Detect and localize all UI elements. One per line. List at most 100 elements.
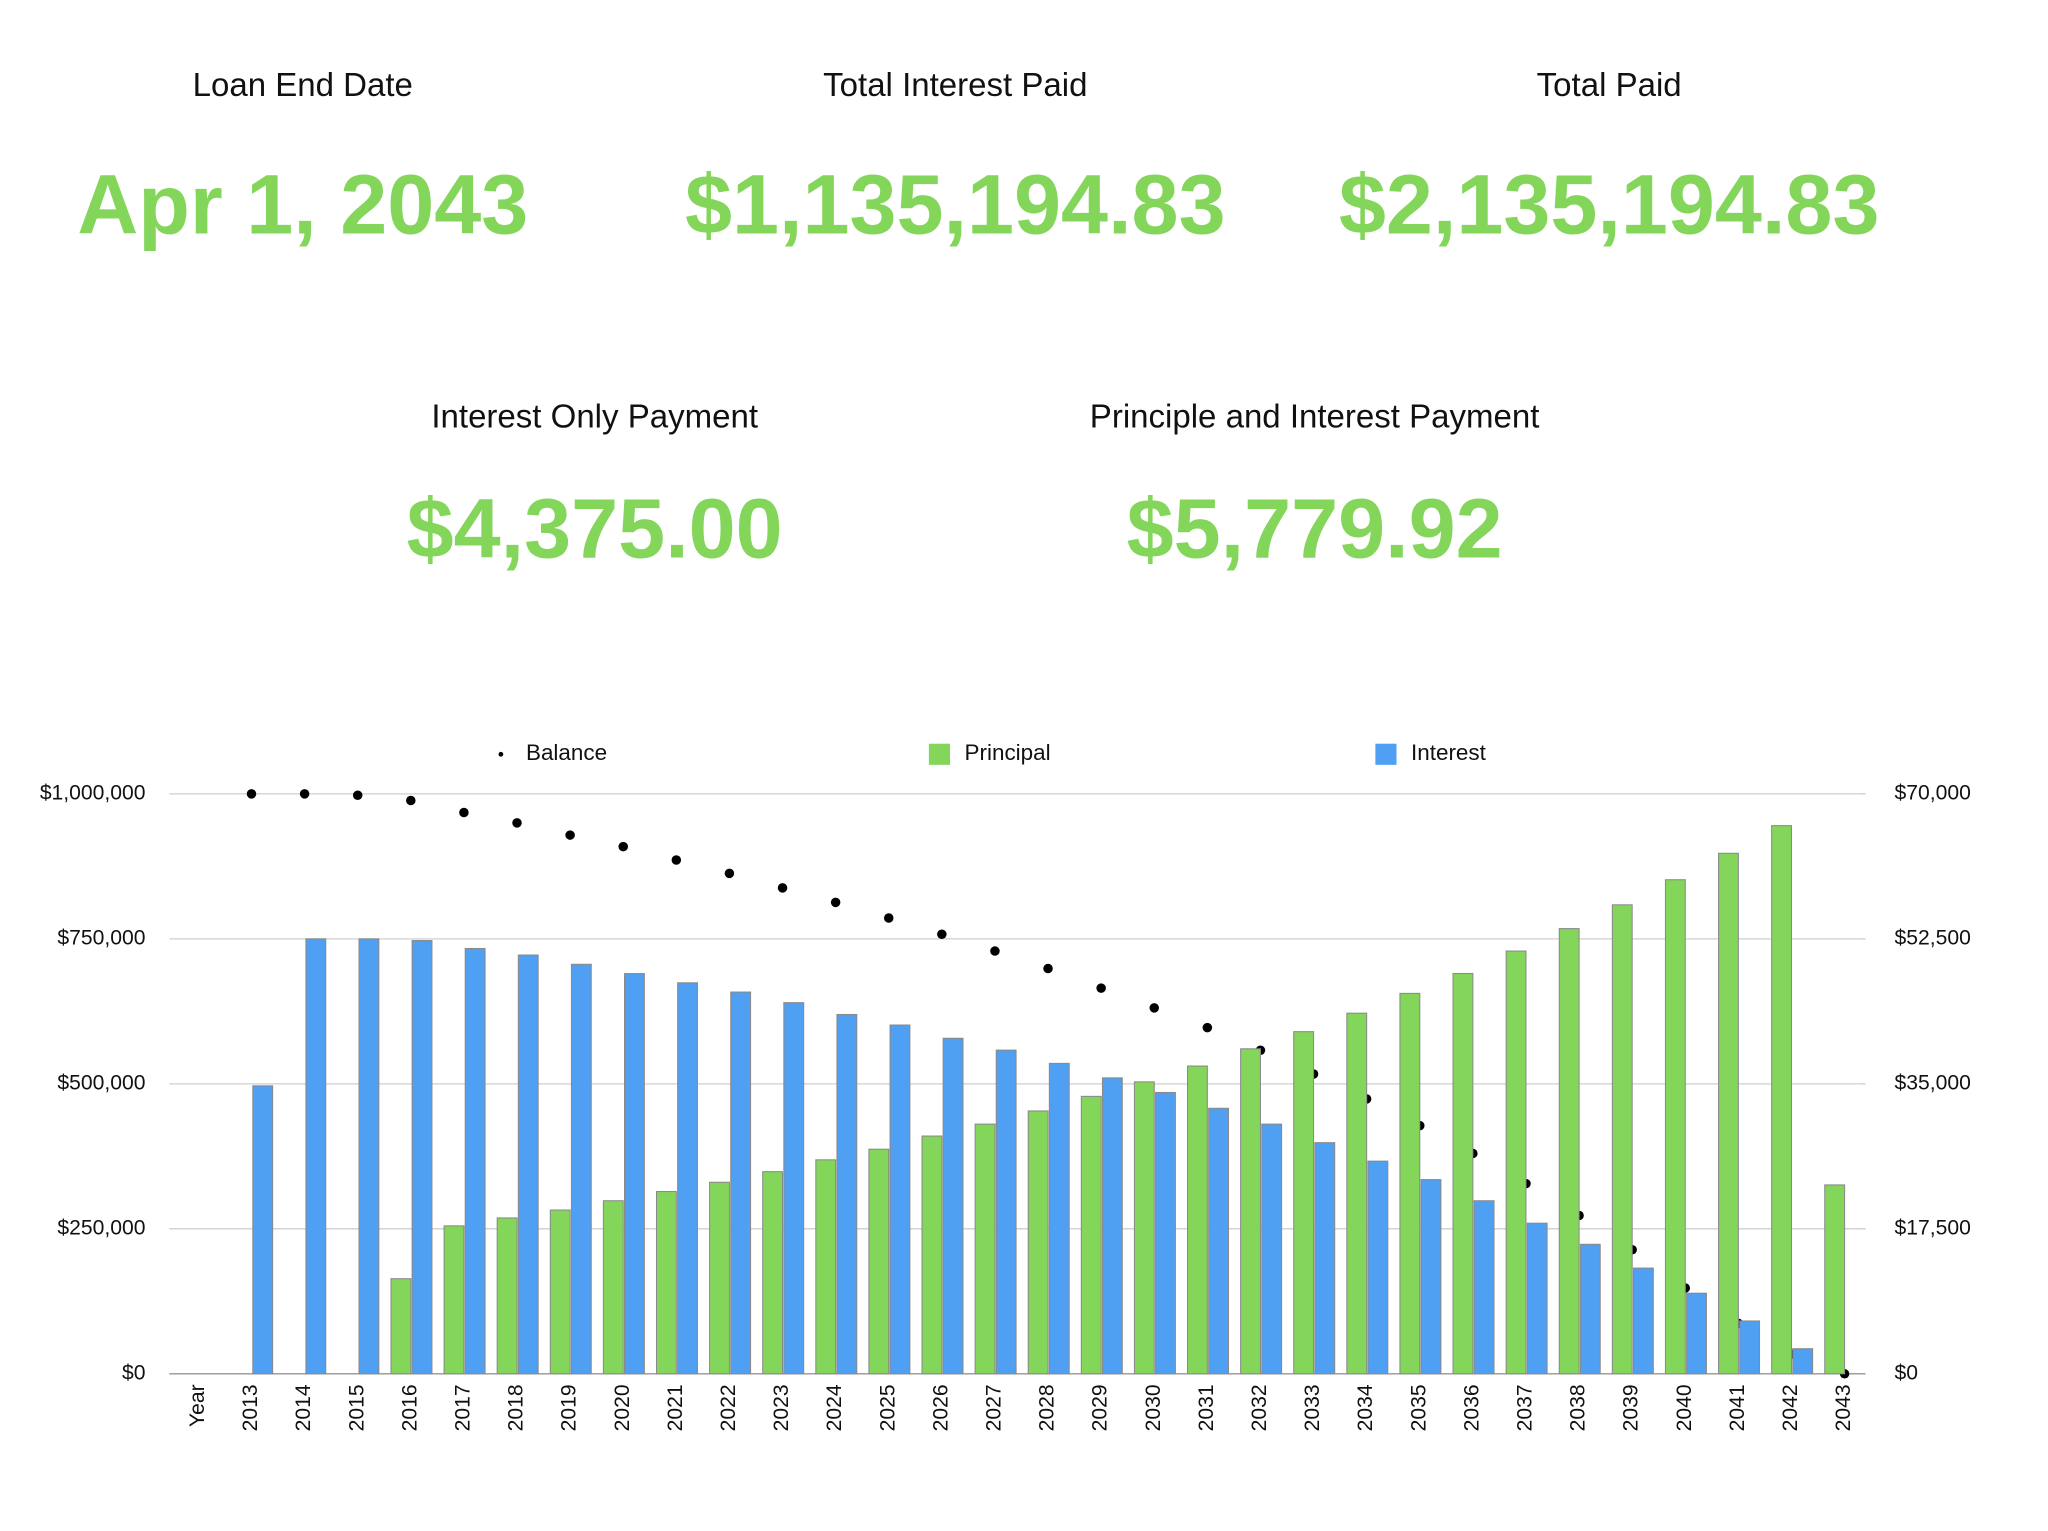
x-tick-label: 2039 — [1620, 1384, 1643, 1431]
balance-dot — [246, 789, 257, 799]
legend-label: Interest — [1411, 740, 1487, 765]
balance-dot — [352, 790, 363, 800]
bar — [1579, 1243, 1601, 1375]
bar — [411, 940, 433, 1375]
x-tick-label: 2028 — [1036, 1384, 1059, 1431]
x-tick-label: 2023 — [770, 1384, 793, 1431]
bar — [677, 982, 698, 1375]
bar — [1452, 972, 1474, 1375]
bar — [1611, 904, 1633, 1375]
legend-label: Balance — [526, 740, 607, 765]
bar — [496, 1217, 518, 1375]
stat-label: Loan End Date — [193, 66, 413, 103]
bar — [1346, 1012, 1368, 1375]
bar — [889, 1024, 911, 1375]
y-tick-label: $250,000 — [57, 1216, 145, 1239]
bar — [1505, 950, 1527, 1375]
stat-value: $5,779.92 — [1127, 480, 1503, 575]
y2-tick-label: $52,500 — [1895, 926, 1971, 949]
bar — [1664, 879, 1686, 1375]
bar — [1048, 1062, 1070, 1375]
bar — [1792, 1348, 1814, 1375]
bar — [1399, 992, 1421, 1375]
legend-swatch — [928, 743, 951, 765]
bar — [1632, 1267, 1654, 1375]
bar — [921, 1135, 943, 1375]
bar — [730, 991, 752, 1375]
bar — [1155, 1091, 1176, 1375]
y-tick-label: $750,000 — [57, 926, 145, 949]
bar — [1208, 1107, 1230, 1375]
bar — [1771, 825, 1793, 1375]
legend-label: Principal — [965, 740, 1051, 765]
balance-dot — [565, 830, 575, 840]
bar — [1314, 1142, 1336, 1375]
bar — [1133, 1081, 1155, 1375]
balance-dot — [671, 855, 682, 865]
balance-dot — [830, 897, 841, 908]
bar — [655, 1191, 677, 1375]
bar — [1293, 1031, 1315, 1375]
stat-value: Apr 1, 2043 — [77, 157, 528, 252]
stat-value: $4,375.00 — [407, 480, 783, 575]
bar — [1027, 1110, 1049, 1375]
balance-dot — [937, 929, 947, 939]
x-tick-label: 2019 — [558, 1384, 581, 1431]
stat-label: Principle and Interest Payment — [1090, 397, 1540, 434]
bar — [1261, 1123, 1283, 1375]
x-tick-label: 2018 — [505, 1384, 528, 1431]
x-tick-label: 2036 — [1460, 1384, 1483, 1431]
bar — [358, 938, 380, 1375]
bar — [464, 947, 486, 1375]
x-tick-label: 2025 — [876, 1384, 899, 1431]
x-tick-label: 2020 — [611, 1384, 634, 1431]
bar — [252, 1085, 274, 1375]
balance-dot — [883, 913, 894, 923]
bar — [1101, 1077, 1123, 1375]
stat-label: Total Interest Paid — [823, 66, 1087, 103]
balance-dot — [1202, 1022, 1213, 1033]
x-tick-label: 2014 — [292, 1384, 315, 1431]
x-tick-label: 2030 — [1142, 1384, 1165, 1431]
balance-dot — [1043, 963, 1053, 974]
bar — [1558, 928, 1580, 1375]
x-tick-label: 2037 — [1514, 1384, 1537, 1431]
y2-tick-label: $35,000 — [1895, 1071, 1971, 1094]
stat-label: Interest Only Payment — [431, 397, 758, 434]
bar — [517, 954, 539, 1375]
bar — [570, 963, 592, 1375]
balance-dot — [512, 818, 522, 828]
balance-dot — [1096, 983, 1106, 993]
y-tick-label: $0 — [122, 1361, 146, 1384]
balance-dot — [1149, 1003, 1160, 1013]
x-tick-label: 2041 — [1726, 1384, 1749, 1431]
x-tick-label: 2017 — [451, 1384, 474, 1431]
bar — [709, 1181, 730, 1375]
balance-dot — [724, 868, 735, 879]
balance-dot — [406, 795, 416, 806]
y-tick-label: $500,000 — [57, 1071, 145, 1094]
x-tick-label: 2043 — [1832, 1384, 1855, 1431]
x-tick-label: 2033 — [1301, 1384, 1324, 1431]
bar — [1739, 1320, 1761, 1375]
legend-swatch — [1375, 743, 1397, 765]
x-tick-label: 2029 — [1089, 1384, 1112, 1431]
x-tick-label: 2027 — [983, 1384, 1006, 1431]
x-tick-label: 2015 — [345, 1384, 368, 1431]
y2-tick-label: $0 — [1895, 1361, 1919, 1384]
x-tick-label: 2035 — [1407, 1384, 1430, 1431]
balance-dot — [299, 789, 310, 799]
x-tick-label: 2040 — [1673, 1384, 1696, 1431]
bar — [624, 973, 645, 1375]
x-tick-label: Year — [186, 1384, 209, 1427]
legend-swatch — [498, 751, 504, 757]
bar — [1187, 1065, 1208, 1375]
x-tick-label: 2013 — [239, 1384, 262, 1431]
bar — [549, 1209, 571, 1375]
stat-value: $2,135,194.83 — [1339, 157, 1880, 252]
x-tick-label: 2034 — [1354, 1384, 1377, 1431]
x-tick-label: 2032 — [1248, 1384, 1271, 1431]
bar — [974, 1123, 996, 1375]
balance-dot — [777, 883, 788, 893]
